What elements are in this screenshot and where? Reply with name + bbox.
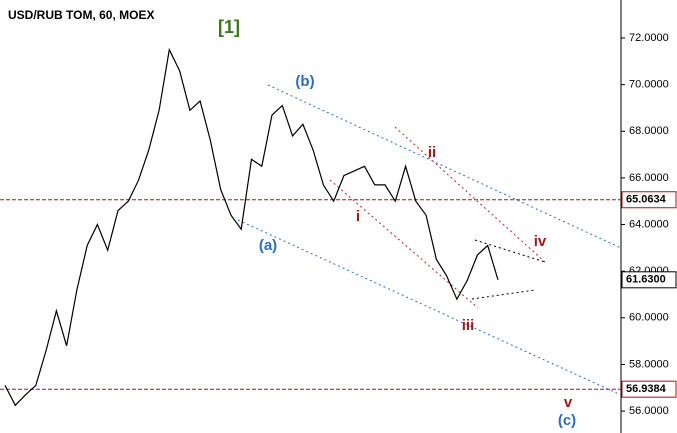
y-tick-label: 72.0000 — [629, 32, 669, 44]
y-tick-label: 60.0000 — [629, 312, 669, 324]
wave-label: iv — [534, 233, 547, 250]
wave-label: [1] — [218, 17, 240, 37]
wave-label: (c) — [558, 412, 576, 429]
price-line — [4, 47, 499, 407]
y-tick-label: 70.0000 — [629, 79, 669, 91]
wave-label: v — [564, 394, 573, 411]
reference-label: 65.0634 — [626, 194, 667, 206]
y-tick-label: 68.0000 — [629, 125, 669, 137]
wave-label: i — [356, 208, 360, 225]
wave-label: ii — [428, 144, 436, 161]
reference-label: 56.9384 — [626, 383, 667, 395]
channel-bottom — [237, 219, 622, 396]
chart-title: USD/RUB TOM, 60, MOEX — [8, 8, 154, 22]
last-price-label: 61.6300 — [626, 274, 666, 286]
y-tick-label: 56.0000 — [629, 405, 669, 417]
y-tick-label: 66.0000 — [629, 172, 669, 184]
wave-label: (a) — [259, 237, 277, 254]
triangle-bottom — [471, 289, 536, 300]
reference-label-box — [621, 380, 677, 398]
reference-label-box — [621, 191, 677, 209]
wave-channel-top — [394, 126, 546, 263]
last-price-box — [621, 271, 677, 289]
y-tick-label: 58.0000 — [629, 358, 669, 370]
wave-label: (b) — [295, 73, 314, 90]
wave-label: iii — [462, 317, 475, 334]
trend-lines — [237, 84, 622, 396]
triangle-top — [474, 239, 546, 263]
y-tick-label: 64.0000 — [629, 218, 669, 230]
